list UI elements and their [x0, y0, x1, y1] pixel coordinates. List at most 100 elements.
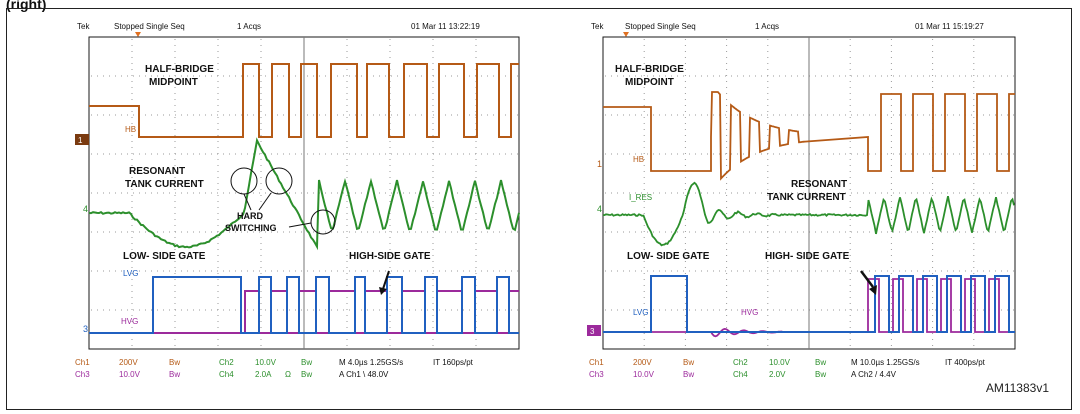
grid-dot	[849, 303, 851, 304]
grid-dot	[205, 270, 206, 272]
grid-dot	[445, 75, 446, 77]
grid-dot	[731, 192, 732, 194]
grid-dot	[890, 87, 892, 88]
grid-dot	[797, 231, 798, 233]
scope-right-svg: Tek Stopped Single Seq 1 Acqs 01 Mar 11 …	[587, 22, 1016, 379]
grid-dot	[973, 237, 975, 238]
grid-dot	[941, 270, 942, 272]
grid-dot	[1007, 231, 1008, 233]
grid-dot	[283, 309, 284, 311]
grid-dot	[389, 195, 391, 196]
grid-dot	[911, 192, 912, 194]
grid-dot	[684, 93, 686, 94]
grid-dot	[779, 114, 780, 116]
grid-dot	[935, 231, 936, 233]
grid-dot	[163, 309, 164, 311]
grid-dot	[260, 129, 262, 130]
grid-dot	[932, 177, 934, 178]
grid-dot	[973, 219, 975, 220]
grid-dot	[432, 87, 434, 88]
grid-dot	[346, 45, 348, 46]
grid-dot	[767, 51, 769, 52]
grid-dot	[725, 309, 726, 311]
grid-dot	[643, 123, 645, 124]
grid-dot	[157, 153, 158, 155]
grid-dot	[174, 237, 176, 238]
grid-dot	[475, 39, 477, 40]
grid-dot	[932, 273, 934, 274]
grid-dot	[890, 231, 892, 232]
grid-dot	[707, 231, 708, 233]
grid-dot	[971, 270, 972, 272]
grid-dot	[995, 270, 996, 272]
scope-left-svg: Tek Stopped Single Seq 1 Acqs 01 Mar 11 …	[75, 22, 520, 379]
grid-dot	[977, 270, 978, 272]
grid-dot	[890, 165, 892, 166]
grid-dot	[361, 192, 362, 194]
grid-dot	[726, 117, 728, 118]
grid-dot	[346, 231, 348, 232]
grid-dot	[803, 153, 804, 155]
grid-dot	[785, 114, 786, 116]
grid-dot	[181, 192, 182, 194]
grid-dot	[726, 255, 728, 256]
grid-dot	[890, 237, 892, 238]
grid-dot	[737, 192, 738, 194]
grid-dot	[726, 219, 728, 220]
grid-dot	[684, 99, 686, 100]
grid-dot	[174, 111, 176, 112]
grid-dot	[749, 270, 750, 272]
grid-dot	[174, 177, 176, 178]
grid-dot	[857, 114, 858, 116]
grid-dot	[749, 231, 750, 233]
grid-dot	[205, 114, 206, 116]
grid-dot	[617, 231, 618, 233]
grid-dot	[863, 153, 864, 155]
grid-dot	[917, 192, 918, 194]
hard-switching-circle-1	[230, 167, 258, 195]
grid-dot	[726, 309, 728, 310]
grid-dot	[911, 270, 912, 272]
grid-dot	[791, 75, 792, 77]
grid-dot	[475, 207, 477, 208]
grid-dot	[223, 75, 224, 77]
hb-title-line2: MIDPOINT	[149, 77, 198, 88]
grid-dot	[289, 270, 290, 272]
grid-dot	[973, 153, 975, 154]
grid-dot	[97, 309, 98, 311]
tank-title-line1: RESONANT	[129, 166, 185, 177]
grid-dot	[671, 192, 672, 194]
grid-dot	[131, 147, 133, 148]
grid-dot	[346, 129, 348, 130]
grid-dot	[611, 270, 612, 272]
grid-dot	[849, 207, 851, 208]
grid-dot	[277, 231, 278, 233]
grid-dot	[265, 75, 266, 77]
grid-dot	[977, 75, 978, 77]
grid-dot	[707, 114, 708, 116]
grid-dot	[849, 45, 851, 46]
grid-dot	[193, 231, 194, 233]
grid-dot	[127, 114, 128, 116]
grid-dot	[726, 45, 728, 46]
grid-dot	[97, 192, 98, 194]
grid-dot	[432, 321, 434, 322]
grid-dot	[890, 195, 892, 196]
grid-dot	[849, 291, 851, 292]
grid-dot	[475, 339, 477, 340]
grid-dot	[653, 192, 654, 194]
grid-dot	[349, 270, 350, 272]
grid-dot	[953, 75, 954, 77]
grid-dot	[701, 270, 702, 272]
grid-dot	[890, 129, 892, 130]
grid-dot	[684, 249, 686, 250]
grid-dot	[151, 153, 152, 155]
grid-dot	[397, 270, 398, 272]
grid-dot	[174, 243, 176, 244]
grid-dot	[121, 270, 122, 272]
grid-dot	[849, 51, 851, 52]
grid-dot	[890, 291, 892, 292]
grid-dot	[932, 231, 934, 232]
grid-dot	[731, 309, 732, 311]
grid-dot	[427, 309, 428, 311]
